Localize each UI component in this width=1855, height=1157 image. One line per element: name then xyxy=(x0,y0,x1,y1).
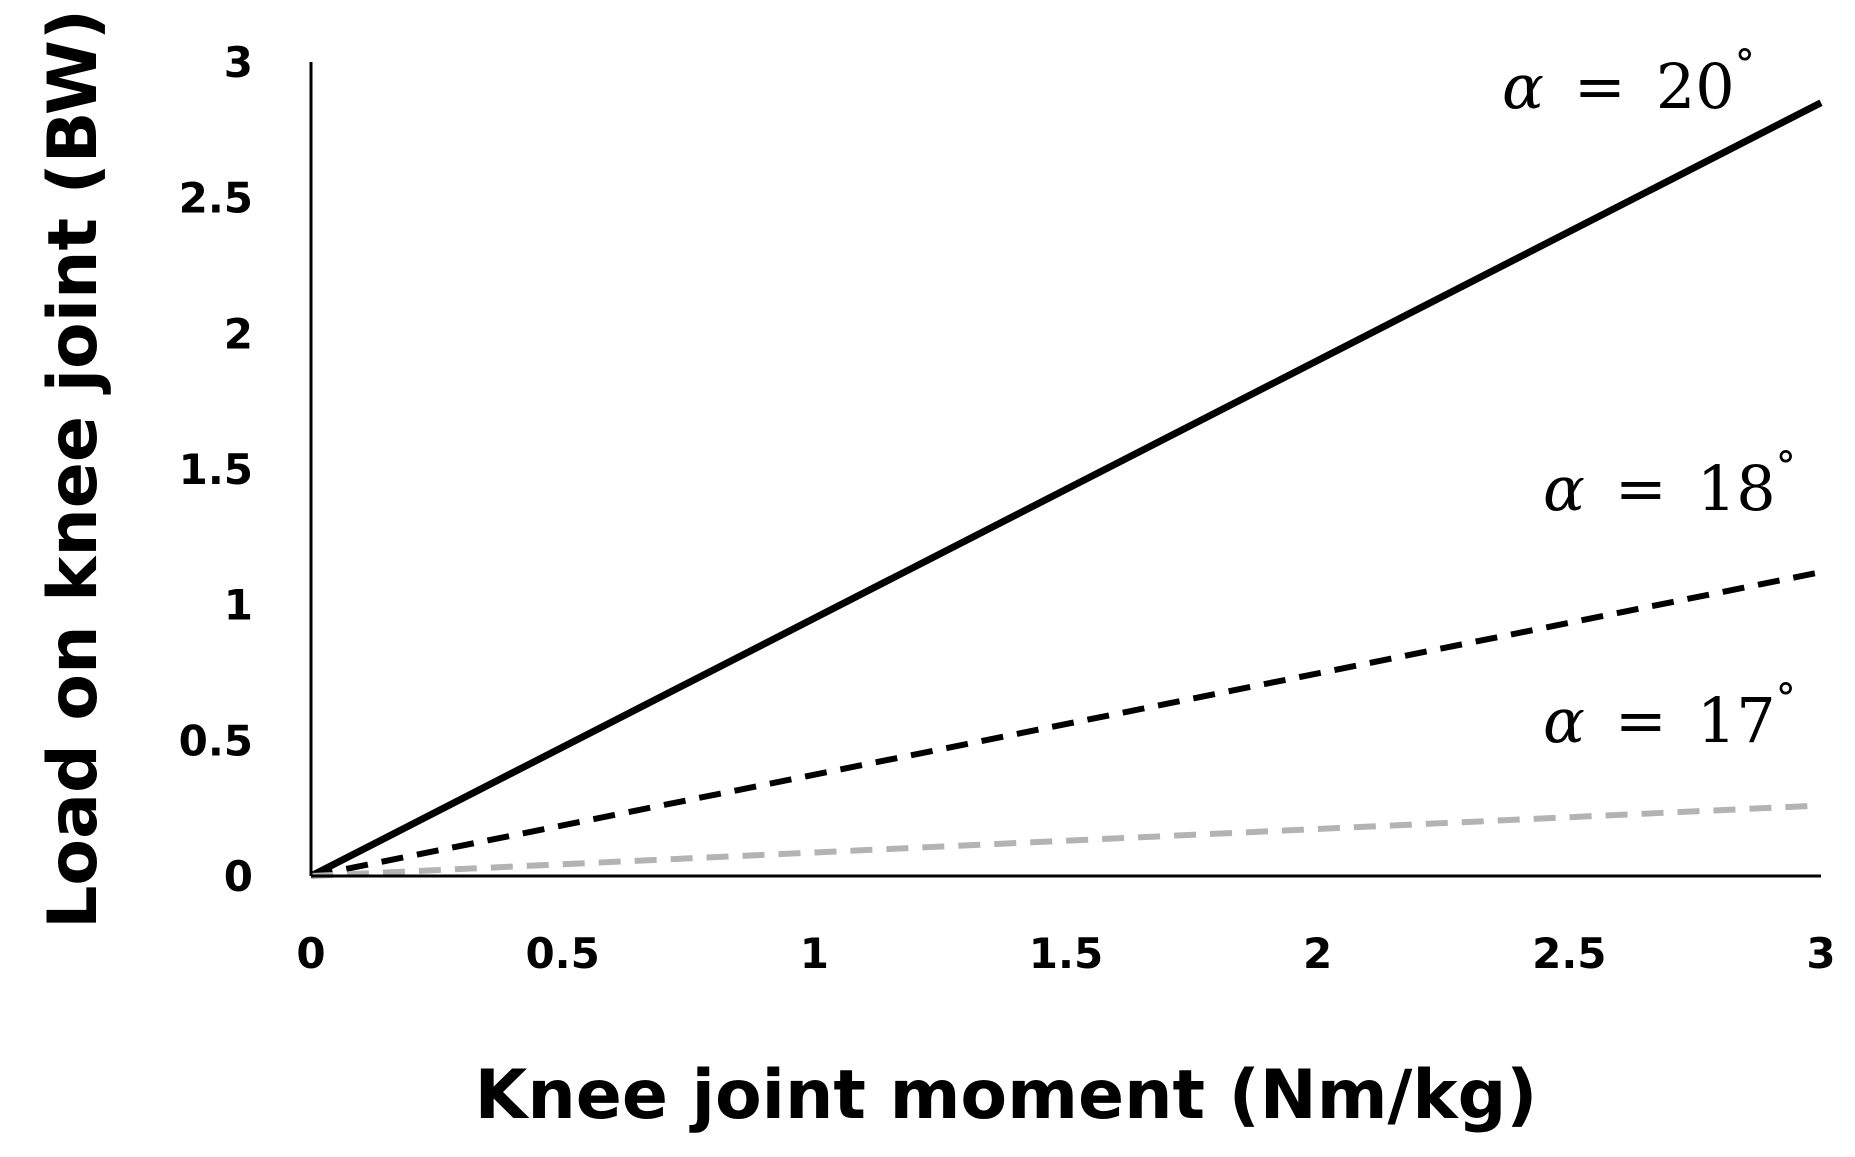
series-labels: α = 20° α = 18° α = 17° xyxy=(1502,42,1796,757)
x-tick-label: 3 xyxy=(1806,929,1835,978)
x-tick-label: 1 xyxy=(800,929,829,978)
x-tick-label: 0 xyxy=(296,929,325,978)
series-label: α = 18° xyxy=(1543,444,1796,525)
y-tick-label: 2.5 xyxy=(179,174,253,223)
series-line xyxy=(310,802,1822,879)
y-axis-title: Load on knee joint (BW) xyxy=(34,9,113,929)
y-tick-label: 1.5 xyxy=(179,445,253,494)
y-tick-label: 0 xyxy=(224,852,253,901)
y-tick-label: 2 xyxy=(224,309,253,358)
y-tick-label: 0.5 xyxy=(179,716,253,765)
x-axis-title: Knee joint moment (Nm/kg) xyxy=(475,1056,1538,1135)
series-layer xyxy=(309,99,1823,880)
x-tick-label: 2 xyxy=(1303,929,1332,978)
y-tick-labels: 0 0.5 1 1.5 2 2.5 3 xyxy=(179,38,253,901)
x-tick-labels: 0 0.5 1 1.5 2 2.5 3 xyxy=(296,929,1835,978)
x-tick-label: 2.5 xyxy=(1532,929,1606,978)
series-line xyxy=(310,569,1822,879)
x-tick-label: 1.5 xyxy=(1029,929,1103,978)
x-tick-label: 0.5 xyxy=(525,929,599,978)
y-tick-label: 1 xyxy=(224,581,253,630)
series-label: α = 20° xyxy=(1502,42,1755,123)
y-tick-label: 3 xyxy=(224,38,253,87)
series-label: α = 17° xyxy=(1543,676,1796,757)
series-line xyxy=(309,99,1823,880)
